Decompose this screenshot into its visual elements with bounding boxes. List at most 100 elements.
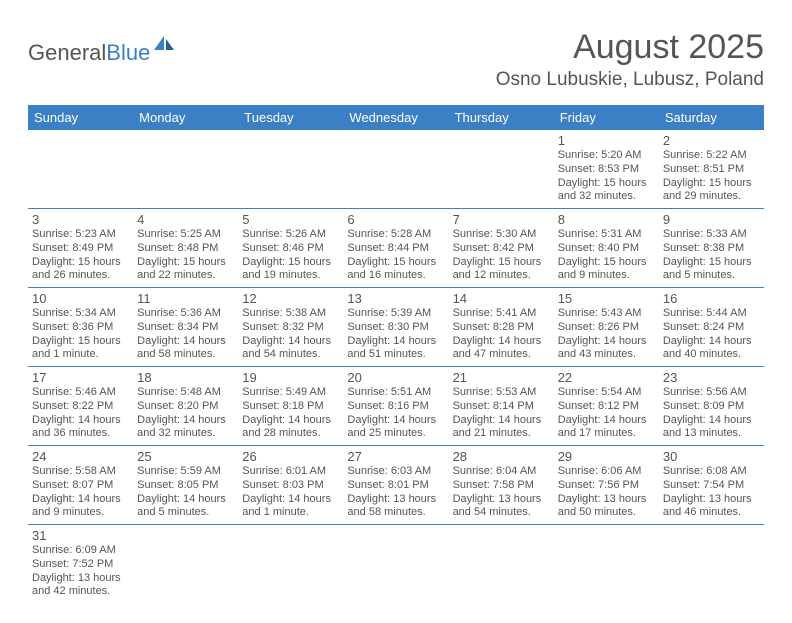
sunset-text: Sunset: 7:58 PM (453, 479, 550, 493)
daylight-text: and 25 minutes. (347, 427, 444, 441)
day-cell: 1Sunrise: 5:20 AMSunset: 8:53 PMDaylight… (554, 130, 659, 208)
daylight-text: Daylight: 14 hours (347, 414, 444, 428)
day-number: 16 (663, 291, 760, 306)
sunrise-text: Sunrise: 5:46 AM (32, 386, 129, 400)
sunset-text: Sunset: 8:32 PM (242, 321, 339, 335)
day-number: 4 (137, 212, 234, 227)
sunrise-text: Sunrise: 5:53 AM (453, 386, 550, 400)
daylight-text: and 21 minutes. (453, 427, 550, 441)
sunset-text: Sunset: 8:44 PM (347, 242, 444, 256)
sunset-text: Sunset: 8:36 PM (32, 321, 129, 335)
sunset-text: Sunset: 8:46 PM (242, 242, 339, 256)
day-cell: 13Sunrise: 5:39 AMSunset: 8:30 PMDayligh… (343, 288, 448, 366)
daylight-text: Daylight: 14 hours (663, 414, 760, 428)
sunset-text: Sunset: 8:53 PM (558, 163, 655, 177)
empty-cell (343, 525, 448, 603)
logo-text-blue: Blue (106, 40, 150, 66)
sunrise-text: Sunrise: 5:34 AM (32, 307, 129, 321)
day-number: 19 (242, 370, 339, 385)
sunset-text: Sunset: 7:54 PM (663, 479, 760, 493)
daylight-text: and 5 minutes. (663, 269, 760, 283)
day-cell: 19Sunrise: 5:49 AMSunset: 8:18 PMDayligh… (238, 367, 343, 445)
day-cell: 22Sunrise: 5:54 AMSunset: 8:12 PMDayligh… (554, 367, 659, 445)
sunrise-text: Sunrise: 5:20 AM (558, 149, 655, 163)
day-number: 2 (663, 133, 760, 148)
daylight-text: and 51 minutes. (347, 348, 444, 362)
empty-cell (343, 130, 448, 208)
daylight-text: and 16 minutes. (347, 269, 444, 283)
day-cell: 29Sunrise: 6:06 AMSunset: 7:56 PMDayligh… (554, 446, 659, 524)
day-number: 21 (453, 370, 550, 385)
sunset-text: Sunset: 8:16 PM (347, 400, 444, 414)
day-cell: 28Sunrise: 6:04 AMSunset: 7:58 PMDayligh… (449, 446, 554, 524)
day-number: 15 (558, 291, 655, 306)
sunrise-text: Sunrise: 6:09 AM (32, 544, 129, 558)
empty-cell (659, 525, 764, 603)
daylight-text: and 32 minutes. (558, 190, 655, 204)
sunset-text: Sunset: 7:56 PM (558, 479, 655, 493)
daylight-text: Daylight: 15 hours (663, 256, 760, 270)
daylight-text: and 22 minutes. (137, 269, 234, 283)
daylight-text: Daylight: 13 hours (663, 493, 760, 507)
daylight-text: Daylight: 14 hours (137, 335, 234, 349)
daylight-text: and 9 minutes. (558, 269, 655, 283)
day-cell: 5Sunrise: 5:26 AMSunset: 8:46 PMDaylight… (238, 209, 343, 287)
daylight-text: and 12 minutes. (453, 269, 550, 283)
day-cell: 30Sunrise: 6:08 AMSunset: 7:54 PMDayligh… (659, 446, 764, 524)
sunrise-text: Sunrise: 5:30 AM (453, 228, 550, 242)
calendar-page: General Blue August 2025 Osno Lubuskie, … (0, 0, 792, 623)
daylight-text: Daylight: 15 hours (32, 335, 129, 349)
sunset-text: Sunset: 8:26 PM (558, 321, 655, 335)
day-cell: 7Sunrise: 5:30 AMSunset: 8:42 PMDaylight… (449, 209, 554, 287)
daylight-text: and 13 minutes. (663, 427, 760, 441)
daylight-text: Daylight: 13 hours (347, 493, 444, 507)
day-header: Saturday (659, 105, 764, 130)
day-header: Tuesday (238, 105, 343, 130)
day-header: Sunday (28, 105, 133, 130)
day-header: Friday (554, 105, 659, 130)
day-number: 5 (242, 212, 339, 227)
daylight-text: and 32 minutes. (137, 427, 234, 441)
sunrise-text: Sunrise: 6:06 AM (558, 465, 655, 479)
day-cell: 16Sunrise: 5:44 AMSunset: 8:24 PMDayligh… (659, 288, 764, 366)
sunset-text: Sunset: 8:01 PM (347, 479, 444, 493)
calendar: Sunday Monday Tuesday Wednesday Thursday… (28, 105, 764, 603)
empty-cell (238, 130, 343, 208)
sunrise-text: Sunrise: 6:04 AM (453, 465, 550, 479)
week-row: 24Sunrise: 5:58 AMSunset: 8:07 PMDayligh… (28, 446, 764, 525)
daylight-text: Daylight: 15 hours (558, 256, 655, 270)
sunrise-text: Sunrise: 5:33 AM (663, 228, 760, 242)
sunset-text: Sunset: 8:05 PM (137, 479, 234, 493)
daylight-text: Daylight: 14 hours (558, 335, 655, 349)
empty-cell (449, 130, 554, 208)
sunrise-text: Sunrise: 5:49 AM (242, 386, 339, 400)
day-cell: 26Sunrise: 6:01 AMSunset: 8:03 PMDayligh… (238, 446, 343, 524)
sunset-text: Sunset: 8:20 PM (137, 400, 234, 414)
sunset-text: Sunset: 8:28 PM (453, 321, 550, 335)
sunset-text: Sunset: 8:09 PM (663, 400, 760, 414)
daylight-text: and 54 minutes. (242, 348, 339, 362)
day-cell: 9Sunrise: 5:33 AMSunset: 8:38 PMDaylight… (659, 209, 764, 287)
sunset-text: Sunset: 8:07 PM (32, 479, 129, 493)
daylight-text: Daylight: 14 hours (137, 493, 234, 507)
day-cell: 6Sunrise: 5:28 AMSunset: 8:44 PMDaylight… (343, 209, 448, 287)
day-number: 7 (453, 212, 550, 227)
header: General Blue August 2025 Osno Lubuskie, … (28, 28, 764, 91)
empty-cell (133, 525, 238, 603)
day-cell: 20Sunrise: 5:51 AMSunset: 8:16 PMDayligh… (343, 367, 448, 445)
daylight-text: Daylight: 14 hours (242, 335, 339, 349)
daylight-text: and 46 minutes. (663, 506, 760, 520)
day-number: 10 (32, 291, 129, 306)
sunrise-text: Sunrise: 5:22 AM (663, 149, 760, 163)
sunrise-text: Sunrise: 5:25 AM (137, 228, 234, 242)
month-title: August 2025 (496, 28, 764, 67)
daylight-text: and 54 minutes. (453, 506, 550, 520)
daylight-text: and 17 minutes. (558, 427, 655, 441)
daylight-text: Daylight: 15 hours (663, 177, 760, 191)
daylight-text: and 29 minutes. (663, 190, 760, 204)
empty-cell (449, 525, 554, 603)
day-number: 18 (137, 370, 234, 385)
sunset-text: Sunset: 7:52 PM (32, 558, 129, 572)
daylight-text: Daylight: 14 hours (347, 335, 444, 349)
day-number: 3 (32, 212, 129, 227)
